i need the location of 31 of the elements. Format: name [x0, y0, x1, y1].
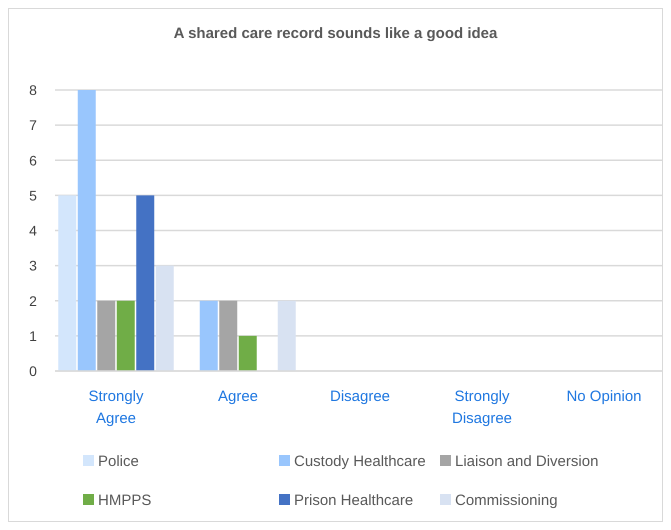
- legend-label: Prison Healthcare: [294, 492, 414, 509]
- y-tick-label: 2: [29, 292, 38, 309]
- bar: [78, 90, 96, 371]
- y-tick-label: 0: [29, 363, 38, 379]
- y-tick-label: 1: [29, 328, 38, 344]
- bar: [278, 300, 296, 371]
- chart-title: A shared care record sounds like a good idea: [174, 25, 498, 42]
- bar: [238, 336, 257, 371]
- legend-label: Police: [98, 453, 139, 470]
- legend-label: Custody Healthcare: [294, 453, 426, 470]
- x-tick-label: Strongly Agree: [88, 388, 144, 427]
- bar: [219, 300, 238, 371]
- y-tick-label: 5: [29, 187, 38, 204]
- x-tick-label: Strongly Disagree: [452, 388, 512, 427]
- legend-label: Commissioning: [455, 492, 558, 509]
- bar: [136, 195, 154, 371]
- y-tick-label: 4: [29, 222, 38, 238]
- bar: [200, 300, 218, 371]
- legend-label: Liaison and Diversion: [455, 453, 598, 470]
- x-tick-label: Agree: [218, 388, 258, 405]
- bar: [97, 300, 116, 371]
- bar: [58, 195, 76, 371]
- x-tick-label: Disagree: [330, 388, 390, 405]
- bar: [116, 300, 135, 371]
- y-tick-label: 3: [29, 258, 38, 274]
- x-tick-label: No Opinion: [566, 388, 642, 405]
- y-tick-label: 6: [29, 152, 38, 168]
- bar: [156, 266, 174, 371]
- legend-label: HMPPS: [98, 492, 152, 509]
- y-tick-label: 8: [29, 82, 38, 98]
- y-tick-label: 7: [29, 117, 38, 134]
